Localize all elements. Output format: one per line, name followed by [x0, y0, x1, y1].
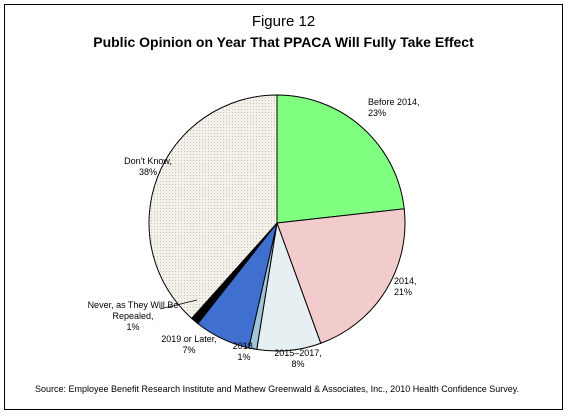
slice-label-3: 2015–2017, 8% [274, 348, 322, 369]
slice-label-6: Never, as They Will Be Repealed, 1% [88, 300, 179, 332]
pie-slice-1 [276, 94, 405, 224]
leader-line [159, 299, 198, 310]
pie-slice-7 [148, 94, 278, 320]
figure-number: Figure 12 [251, 13, 316, 30]
slice-label-2: 2014, 21% [394, 276, 417, 297]
chart-title: Public Opinion on Year That PPACA Will F… [93, 34, 474, 50]
slice-label-5: 2019 or Later, 7% [161, 334, 217, 355]
slice-label-1: Before 2014, 23% [368, 97, 420, 118]
slice-label-4: 2018, 1% [233, 341, 256, 362]
slice-label-7: Don't Know, 38% [124, 156, 172, 177]
source-note: Source: Employee Benefit Research Instit… [35, 384, 520, 394]
